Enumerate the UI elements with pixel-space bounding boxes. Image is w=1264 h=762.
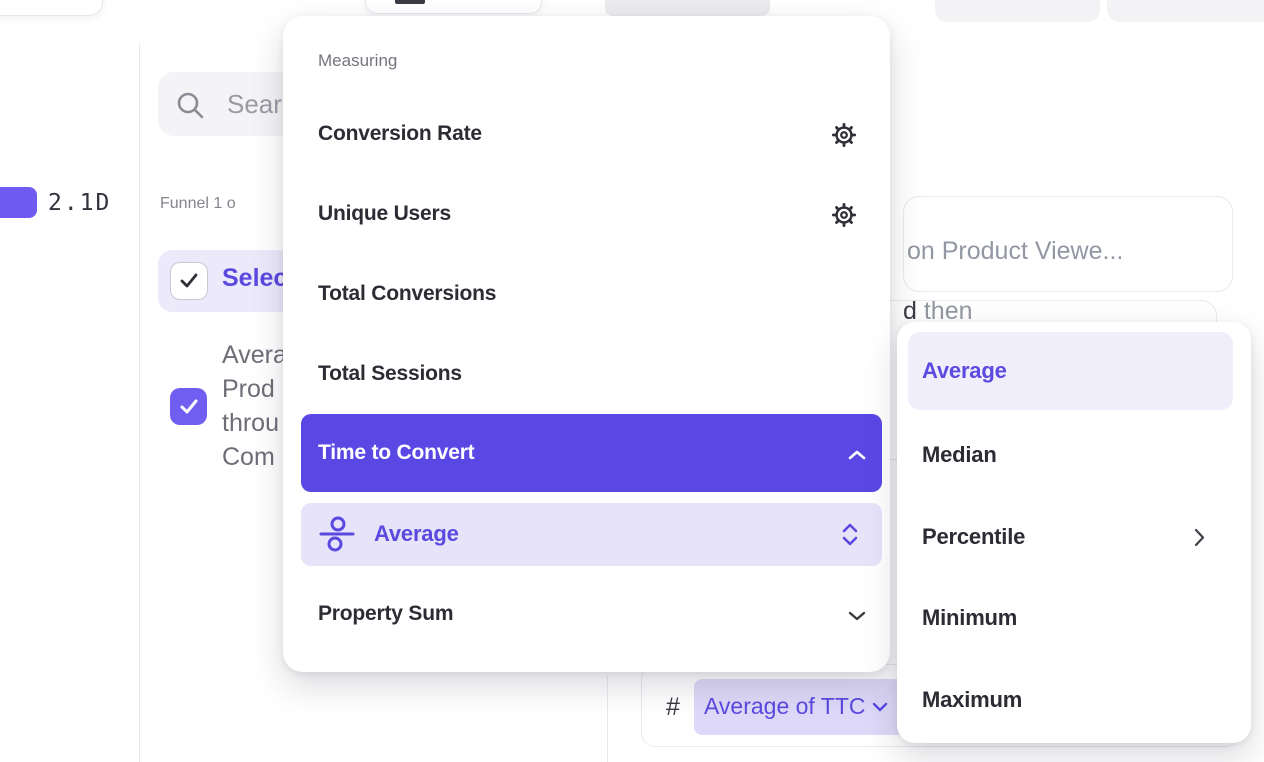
partial-card-top-left xyxy=(0,0,103,16)
event-step-card[interactable] xyxy=(903,196,1233,292)
search-placeholder: Sear xyxy=(227,89,282,119)
step-checkbox-checked[interactable] xyxy=(170,388,207,425)
time-to-convert-label: Time to Convert xyxy=(318,441,475,464)
header-tab-left[interactable] xyxy=(935,0,1100,22)
menu-item-total-sessions[interactable]: Total Sessions xyxy=(318,362,462,385)
legend-label: 2.1D xyxy=(48,190,112,216)
menu-item-property-sum[interactable]: Property Sum xyxy=(318,602,454,625)
event-step-label: on Product Viewe... xyxy=(907,237,1124,265)
aggregation-value-label: Average xyxy=(374,521,459,546)
metric-pill-label: Average of TTC xyxy=(704,693,866,719)
menu-item-total-conversions[interactable]: Total Conversions xyxy=(318,282,497,305)
panel-divider-right xyxy=(607,676,608,762)
chevron-down-icon xyxy=(848,611,866,621)
panel-divider-left xyxy=(139,44,140,762)
legend-color-swatch[interactable] xyxy=(0,187,37,218)
step-description-line: Avera xyxy=(222,341,287,369)
measuring-header: Measuring xyxy=(318,51,398,70)
metric-pill[interactable] xyxy=(694,679,905,735)
submenu-item-median[interactable]: Median xyxy=(922,442,997,467)
toolbar-segment-pressed[interactable] xyxy=(605,0,770,16)
selected-label: Selec xyxy=(222,264,288,292)
chevron-up-icon xyxy=(848,450,866,460)
funnel-counter-label: Funnel 1 o xyxy=(160,195,236,212)
submenu-selected-highlight xyxy=(908,332,1233,410)
average-icon xyxy=(319,516,355,552)
step-description-line: throu xyxy=(222,409,279,437)
header-tab-right[interactable] xyxy=(1107,0,1264,22)
submenu-item-average[interactable]: Average xyxy=(922,358,1007,383)
submenu-item-percentile[interactable]: Percentile xyxy=(922,524,1026,549)
checkmark-icon xyxy=(180,399,197,413)
step-description: Avera Prod throu Com xyxy=(222,338,287,474)
menu-item-time-to-convert-selected[interactable] xyxy=(301,414,882,492)
sort-updown-icon xyxy=(842,523,858,546)
then-step-label: d then xyxy=(903,297,973,326)
step-description-line: Com xyxy=(222,443,275,471)
then-word: then xyxy=(923,297,973,325)
numeric-type-label: # xyxy=(666,693,680,721)
step-description-line: Prod xyxy=(222,375,275,403)
gear-icon[interactable] xyxy=(830,201,858,229)
aggregation-selector-row[interactable] xyxy=(301,503,882,566)
toolbar-button-partial[interactable] xyxy=(365,0,542,14)
menu-item-conversion-rate[interactable]: Conversion Rate xyxy=(318,122,482,145)
search-icon xyxy=(177,92,204,119)
then-prefix: d xyxy=(903,297,917,325)
select-all-checkbox[interactable] xyxy=(170,262,208,300)
menu-item-unique-users[interactable]: Unique Users xyxy=(318,202,451,225)
submenu-item-minimum[interactable]: Minimum xyxy=(922,605,1018,630)
chevron-down-icon xyxy=(872,702,888,712)
checkmark-icon xyxy=(180,273,198,288)
chevron-right-icon xyxy=(1194,528,1205,547)
gear-icon[interactable] xyxy=(830,121,858,149)
toolbar-icon xyxy=(395,0,425,4)
measuring-dropdown xyxy=(283,16,890,672)
submenu-item-maximum[interactable]: Maximum xyxy=(922,687,1023,712)
